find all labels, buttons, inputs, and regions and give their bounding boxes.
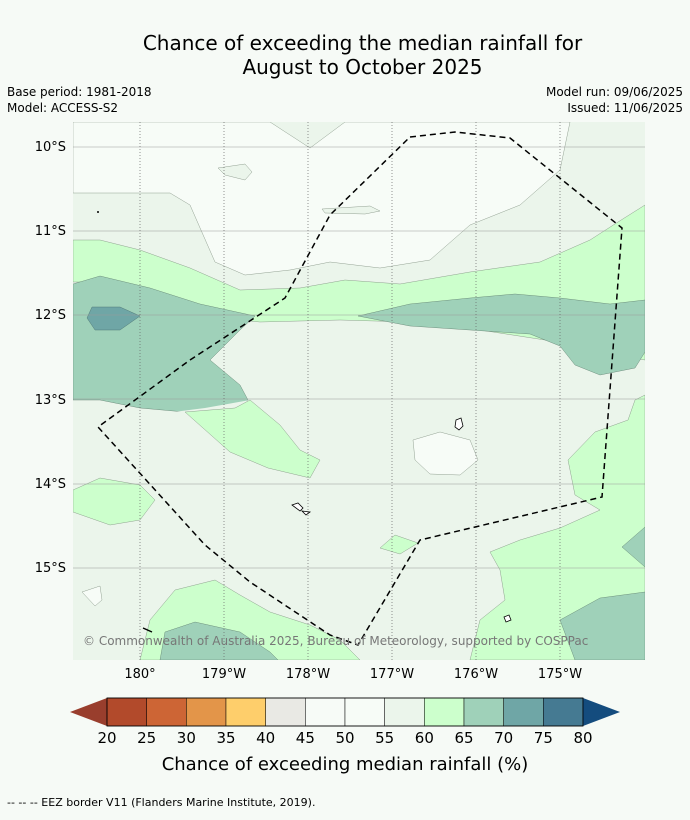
colorbar: 20 25 30 35 40 45 50 55 60 65 70 75 80 Chance of exc… — [70, 697, 620, 775]
chart-title: Chance of exceeding the median rainfall … — [0, 31, 690, 79]
colorbar-tick-label: 40 — [256, 729, 275, 747]
colorbar-cell — [543, 697, 584, 727]
colorbar-cell — [265, 697, 306, 727]
colorbar-cell — [424, 697, 465, 727]
island-outline — [291, 502, 304, 512]
contour-65-70-east-small — [621, 526, 645, 568]
lat-label: 12°S — [35, 308, 66, 323]
map-panel: © Commonwealth of Australia 2025, Bureau… — [73, 122, 645, 660]
colorbar-cell — [146, 697, 187, 727]
island-outline — [454, 417, 464, 431]
eez-fragment — [142, 627, 153, 633]
base-period: Base period: 1981-2018 — [7, 85, 152, 99]
colorbar-cell — [384, 697, 425, 727]
meta-right: Model run: 09/06/2025 Issued: 11/06/2025 — [546, 84, 683, 116]
latitude-labels: 10°S 11°S 12°S 13°S 14°S 15°S — [35, 140, 66, 576]
colorbar-tick-label: 35 — [216, 729, 235, 747]
colorbar-cell — [503, 697, 544, 727]
colorbar-cell — [106, 697, 147, 727]
colorbar-high-arrow — [583, 698, 620, 726]
colorbar-tick-label: 20 — [97, 729, 116, 747]
colorbar-tick-label: 75 — [534, 729, 553, 747]
island-outline — [503, 614, 512, 623]
model-name: Model: ACCESS-S2 — [7, 101, 119, 115]
eez-note: -- -- -- EEZ border V11 (Flanders Marine… — [7, 796, 316, 809]
issued-date: Issued: 11/06/2025 — [567, 101, 683, 115]
copyright-text: © Commonwealth of Australia 2025, Bureau… — [83, 634, 588, 648]
colorbar-label: Chance of exceeding median rainfall (%) — [162, 754, 529, 775]
colorbar-tick-label: 30 — [177, 729, 196, 747]
model-run: Model run: 09/06/2025 — [545, 85, 683, 99]
lat-label: 13°S — [35, 393, 66, 408]
eez-border — [96, 131, 623, 646]
contour-60-65-central — [184, 399, 321, 479]
lat-label: 10°S — [35, 140, 66, 155]
contour-65-70-south — [159, 621, 279, 660]
colorbar-cell — [305, 697, 346, 727]
lat-label: 11°S — [35, 224, 66, 239]
contour-50-55-north — [73, 122, 571, 276]
contour-60-65-southwest — [73, 477, 156, 526]
lon-label: 175°W — [538, 667, 582, 682]
contour-50-55-patch-sw — [81, 585, 103, 607]
contour-55-60-central — [73, 355, 635, 550]
longitude-labels: 180° 179°W 178°W 177°W 176°W 175°W — [124, 667, 582, 682]
meta-left: Base period: 1981-2018 Model: ACCESS-S2 — [7, 84, 152, 116]
colorbar-tick-label: 50 — [335, 729, 354, 747]
colorbar-tick-label: 70 — [494, 729, 513, 747]
colorbar-tick-label: 80 — [573, 729, 592, 747]
title-line-2: August to October 2025 — [242, 55, 483, 79]
lon-label: 176°W — [454, 667, 498, 682]
latitude-gridlines — [73, 146, 645, 569]
colorbar-cell — [344, 697, 385, 727]
colorbar-frame — [106, 697, 584, 727]
colorbar-tick-label: 55 — [375, 729, 394, 747]
lon-label: 179°W — [202, 667, 246, 682]
title-line-1: Chance of exceeding the median rainfall … — [142, 31, 583, 55]
island-dot — [97, 211, 99, 213]
colorbar-cell — [463, 697, 504, 727]
lon-label: 180° — [124, 667, 155, 682]
lat-label: 14°S — [35, 477, 66, 492]
contour-65-70-east — [357, 293, 645, 376]
colorbar-tick-label: 25 — [137, 729, 156, 747]
lon-label: 178°W — [286, 667, 330, 682]
contour-patch — [321, 205, 381, 215]
colorbar-cell — [186, 697, 227, 727]
colorbar-tick-label: 45 — [296, 729, 315, 747]
colorbar-tick-label: 65 — [454, 729, 473, 747]
contour-50-55-patch — [412, 431, 479, 476]
lon-label: 177°W — [370, 667, 414, 682]
contour-65-70-southeast — [559, 591, 645, 660]
lat-label: 15°S — [35, 561, 66, 576]
contour-60-65-east — [469, 394, 645, 660]
colorbar-tick-label: 60 — [415, 729, 434, 747]
colorbar-cell — [225, 697, 266, 727]
contour-70-75-west — [86, 306, 141, 331]
colorbar-low-arrow — [70, 698, 107, 726]
